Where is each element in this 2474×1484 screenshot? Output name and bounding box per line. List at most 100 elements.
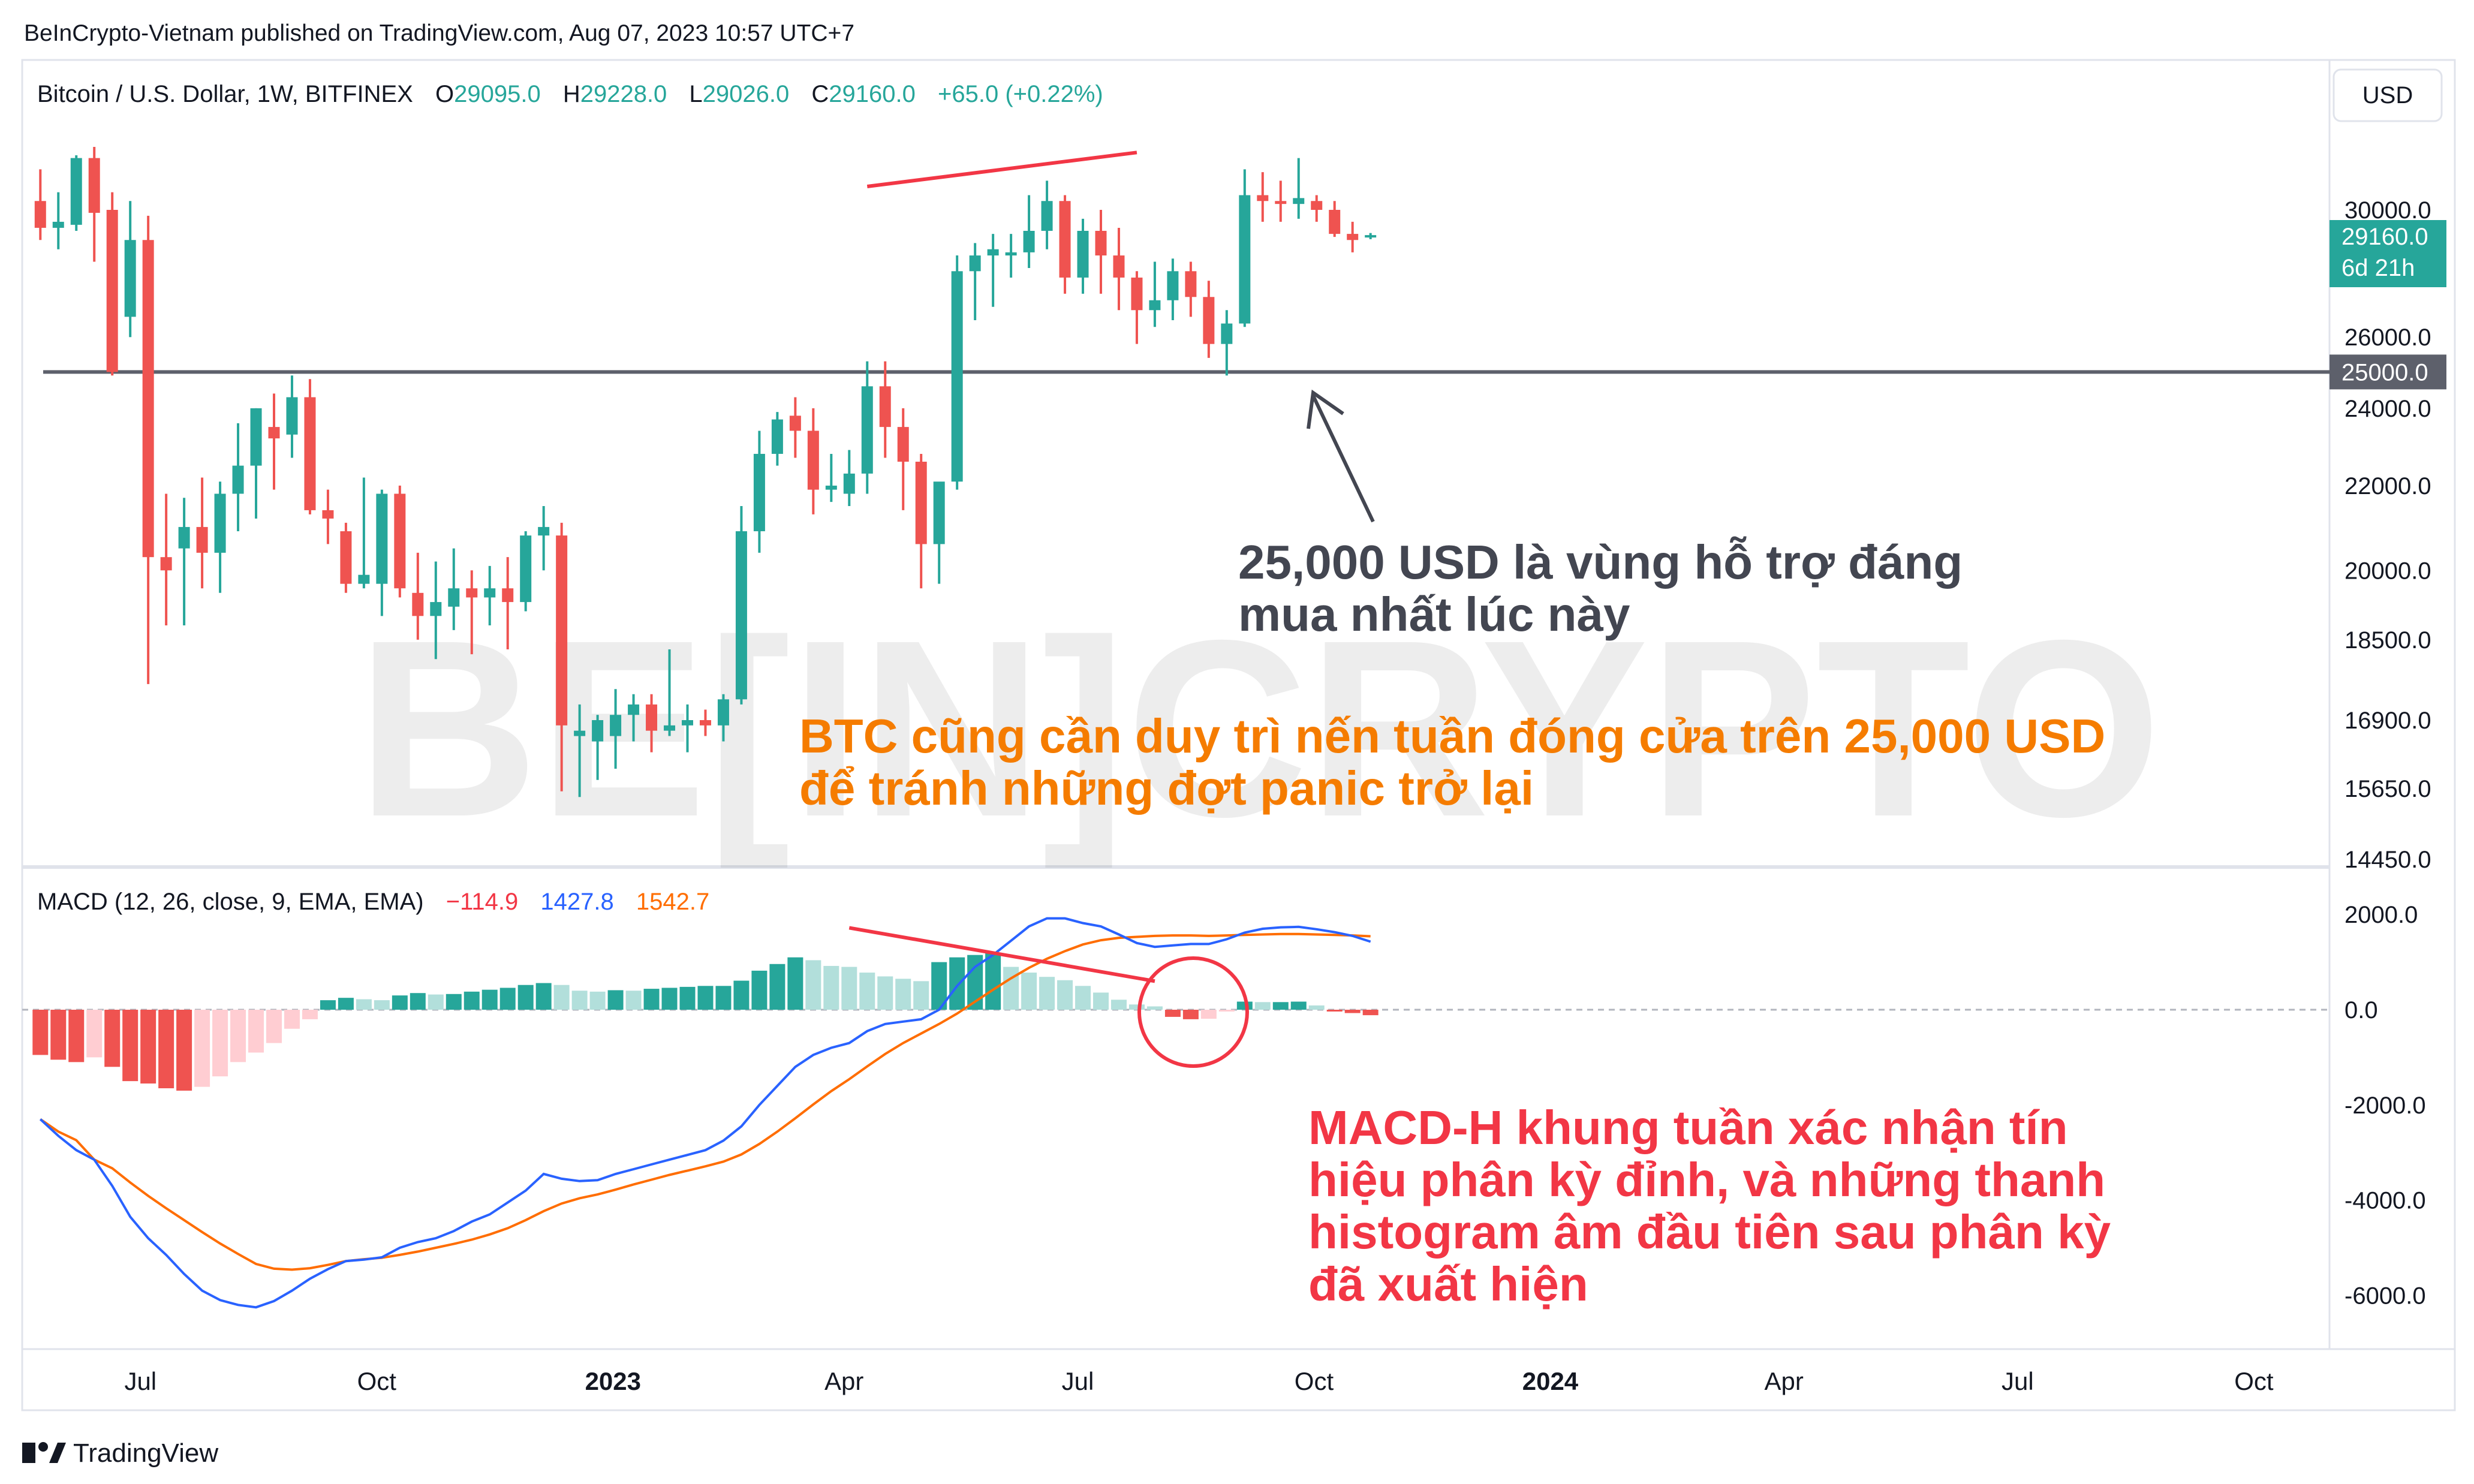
macd-histogram-bar: [464, 991, 480, 1010]
price-tick-label: 18500.0: [2344, 627, 2431, 654]
macd-histogram-bar: [1254, 1002, 1271, 1010]
candle-body: [717, 699, 729, 726]
macd-histogram-bar: [517, 985, 534, 1010]
candle-body: [1185, 271, 1197, 297]
chart-frame: [21, 59, 2456, 1411]
currency-button-bg[interactable]: [2332, 68, 2443, 122]
support-arrow-head[interactable]: [1307, 389, 1344, 429]
macd-pane: 2000.0 0.0 -2000.0 -4000.0 -6000.0: [22, 902, 2426, 1309]
time-tick-label: Oct: [2234, 1367, 2274, 1395]
macd-histogram-bar: [769, 964, 785, 1010]
currency-button[interactable]: USD: [2332, 68, 2443, 122]
macd-histogram-bar: [1110, 1000, 1127, 1010]
candle-body: [1059, 201, 1071, 278]
tradingview-logo-mark-c[interactable]: [49, 1443, 66, 1463]
candle-body: [304, 397, 316, 510]
macd-histogram-bar: [985, 952, 1001, 1010]
macd-tick-label: 2000.0: [2344, 902, 2418, 928]
candle-body: [843, 473, 855, 494]
time-tick-label: 2023: [585, 1367, 641, 1395]
macd-histogram-bar: [284, 1010, 300, 1029]
time-tick-label: Jul: [1062, 1367, 1094, 1395]
current-price-value: 29160.0: [2341, 224, 2428, 250]
macd-histogram-bar: [176, 1010, 192, 1091]
macd-histogram-bar: [859, 973, 875, 1010]
candle-body: [502, 588, 514, 603]
candle-body: [466, 588, 478, 598]
candle-body: [879, 386, 891, 428]
macd-histogram-bar: [158, 1010, 174, 1089]
price-higher-high-trendline[interactable]: [866, 150, 1137, 188]
tradingview-brand[interactable]: TradingView: [73, 1438, 218, 1468]
macd-histogram-bar: [949, 957, 965, 1010]
time-tick-label: Oct: [1295, 1367, 1334, 1395]
macd-histogram-bar: [428, 994, 444, 1010]
symbol-legend: Bitcoin / U.S. Dollar, 1W, BITFINEX O290…: [37, 81, 1103, 107]
candle-body: [1311, 201, 1323, 210]
macd-legend-name: MACD (12, 26, close, 9, EMA, EMA): [37, 889, 424, 915]
candle-body: [88, 158, 100, 213]
support-arrow[interactable]: [1307, 389, 1375, 523]
candle-body: [610, 715, 622, 736]
macd-histogram-bar: [374, 1000, 390, 1010]
negative-histogram-highlight-circle[interactable]: [1137, 956, 1249, 1068]
candle-body: [735, 531, 747, 700]
macd-histogram-bar: [410, 993, 426, 1010]
macd-tick-label: 0.0: [2344, 997, 2378, 1024]
price-tick-label: 15650.0: [2344, 776, 2431, 802]
macd-histogram-bar: [1057, 980, 1073, 1010]
support-price-value: 25000.0: [2341, 359, 2428, 386]
signal-line: [40, 932, 1371, 1271]
time-tick-label: Apr: [824, 1367, 863, 1395]
macd-histogram-bar: [823, 965, 839, 1010]
support-note-line1: 25,000 USD là vùng hỗ trợ đáng: [1238, 535, 1963, 589]
candle-body: [322, 510, 334, 519]
candle-body: [1041, 201, 1053, 231]
currency-button-label[interactable]: USD: [2362, 82, 2413, 109]
macd-histogram-bar: [1344, 1010, 1361, 1013]
macd-histogram-bar: [481, 989, 498, 1010]
macd-histogram-bar: [392, 995, 408, 1010]
macd-histogram-bar: [1093, 992, 1109, 1010]
macd-histogram-bar: [212, 1010, 228, 1077]
macd-histogram-bar: [841, 967, 857, 1010]
candle-body: [1293, 198, 1305, 204]
tradingview-logo-mark-b[interactable]: [38, 1442, 48, 1452]
macd-histogram-bar: [86, 1010, 103, 1058]
candle-body: [987, 249, 999, 256]
macd-histogram-bar: [589, 991, 606, 1010]
candle-body: [1257, 195, 1269, 201]
candle-body: [358, 574, 370, 584]
macd-note-line2: hiệu phân kỳ đỉnh, và những thanh: [1308, 1153, 2105, 1206]
candle-body: [897, 427, 909, 462]
macd-histogram-bar: [805, 960, 821, 1010]
low-value: 29026.0: [703, 81, 790, 107]
macd-histogram-bar: [535, 983, 552, 1010]
tradingview-logo[interactable]: TradingView: [22, 1438, 218, 1468]
candle-body: [825, 485, 837, 490]
macd-histogram-bar: [230, 1010, 246, 1062]
support-arrow-shaft[interactable]: [1311, 395, 1375, 523]
candle-body: [124, 240, 136, 317]
current-price-tag-bg: [2329, 220, 2446, 287]
macd-histogram-bar: [1200, 1010, 1217, 1019]
candle-body: [160, 557, 172, 571]
price-tick-label: 24000.0: [2344, 396, 2431, 422]
macd-histogram-bar: [715, 986, 732, 1010]
candle-body: [52, 221, 64, 228]
candle-body: [682, 720, 693, 726]
published-by-text: BeInCrypto-Vietnam published on TradingV…: [24, 20, 854, 46]
close-label: C: [811, 81, 829, 107]
candle-body: [1329, 210, 1341, 234]
macd-note-line4: đã xuất hiện: [1308, 1257, 1588, 1311]
time-tick-label: Oct: [357, 1367, 397, 1395]
macd-tick-label: -2000.0: [2344, 1092, 2426, 1119]
candle-body: [789, 416, 801, 431]
macd-lower-high-trendline[interactable]: [848, 926, 1155, 983]
candle-body: [1095, 231, 1107, 256]
candle-body: [430, 602, 442, 616]
macd-histogram-bar: [338, 998, 354, 1010]
candle-body: [574, 730, 586, 736]
tradingview-logo-mark-a[interactable]: [22, 1443, 35, 1463]
